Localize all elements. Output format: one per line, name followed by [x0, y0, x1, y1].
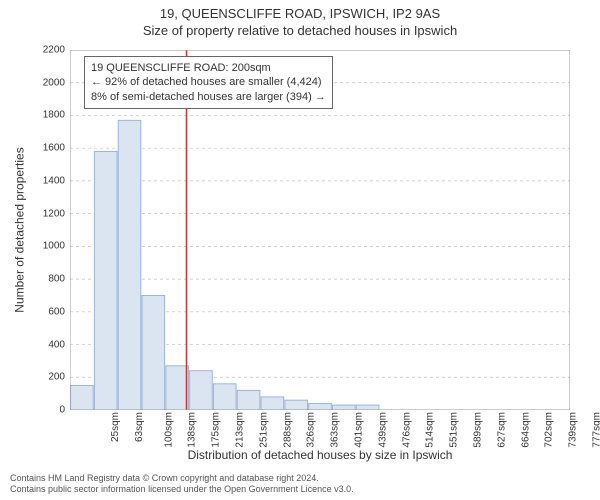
- x-tick-label: 739sqm: [568, 412, 579, 448]
- x-tick-label: 175sqm: [211, 412, 222, 448]
- x-tick-label: 63sqm: [134, 412, 145, 442]
- x-tick-label: 100sqm: [163, 412, 174, 448]
- histogram-bar: [213, 384, 236, 410]
- x-tick-label: 627sqm: [496, 412, 507, 448]
- y-tick-label: 1600: [25, 143, 65, 154]
- info-box: 19 QUEENSCLIFFE ROAD: 200sqm ← 92% of de…: [84, 56, 333, 109]
- x-tick-label: 213sqm: [235, 412, 246, 448]
- histogram-bar: [309, 403, 332, 410]
- x-tick-label: 702sqm: [544, 412, 555, 448]
- x-tick-label: 551sqm: [449, 412, 460, 448]
- x-axis-label: Distribution of detached houses by size …: [70, 448, 570, 462]
- y-tick-label: 1000: [25, 241, 65, 252]
- x-tick-label: 25sqm: [110, 412, 121, 442]
- y-tick-label: 2000: [25, 77, 65, 88]
- y-tick-label: 1800: [25, 110, 65, 121]
- footer: Contains HM Land Registry data © Crown c…: [10, 473, 354, 496]
- y-tick-label: 0: [25, 405, 65, 416]
- x-tick-label: 363sqm: [330, 412, 341, 448]
- info-line-1: 19 QUEENSCLIFFE ROAD: 200sqm: [91, 61, 326, 75]
- info-line-2: ← 92% of detached houses are smaller (4,…: [91, 75, 326, 89]
- histogram-bar: [166, 366, 189, 410]
- histogram-bar: [356, 405, 379, 410]
- x-tick-label: 514sqm: [425, 412, 436, 448]
- histogram-bar: [285, 400, 308, 410]
- y-tick-label: 1200: [25, 208, 65, 219]
- y-tick-label: 600: [25, 306, 65, 317]
- info-line-3: 8% of semi-detached houses are larger (3…: [91, 90, 326, 104]
- x-tick-label: 138sqm: [187, 412, 198, 448]
- page-root: 19, QUEENSCLIFFE ROAD, IPSWICH, IP2 9AS …: [0, 0, 600, 500]
- page-subtitle: Size of property relative to detached ho…: [0, 21, 600, 38]
- histogram-bar: [142, 295, 165, 410]
- footer-line-1: Contains HM Land Registry data © Crown c…: [10, 473, 354, 485]
- y-ticks: 0200400600800100012001400160018002000220…: [25, 50, 65, 410]
- y-tick-label: 2200: [25, 45, 65, 56]
- histogram-bar: [71, 385, 94, 410]
- x-tick-label: 439sqm: [377, 412, 388, 448]
- y-tick-label: 800: [25, 274, 65, 285]
- y-tick-label: 400: [25, 339, 65, 350]
- footer-line-2: Contains public sector information licen…: [10, 484, 354, 496]
- histogram-bar: [261, 397, 284, 410]
- histogram-bar: [333, 405, 356, 410]
- x-tick-label: 664sqm: [520, 412, 531, 448]
- histogram-bar: [118, 120, 141, 410]
- page-title-address: 19, QUEENSCLIFFE ROAD, IPSWICH, IP2 9AS: [0, 0, 600, 21]
- histogram-bar: [190, 371, 213, 410]
- x-tick-label: 251sqm: [258, 412, 269, 448]
- x-tick-label: 401sqm: [354, 412, 365, 448]
- histogram-bar: [237, 390, 260, 410]
- x-tick-label: 476sqm: [401, 412, 412, 448]
- x-tick-label: 589sqm: [473, 412, 484, 448]
- x-tick-label: 777sqm: [592, 412, 600, 448]
- x-tick-label: 326sqm: [306, 412, 317, 448]
- x-tick-label: 288sqm: [282, 412, 293, 448]
- histogram-bar: [94, 151, 117, 410]
- y-tick-label: 200: [25, 372, 65, 383]
- y-tick-label: 1400: [25, 175, 65, 186]
